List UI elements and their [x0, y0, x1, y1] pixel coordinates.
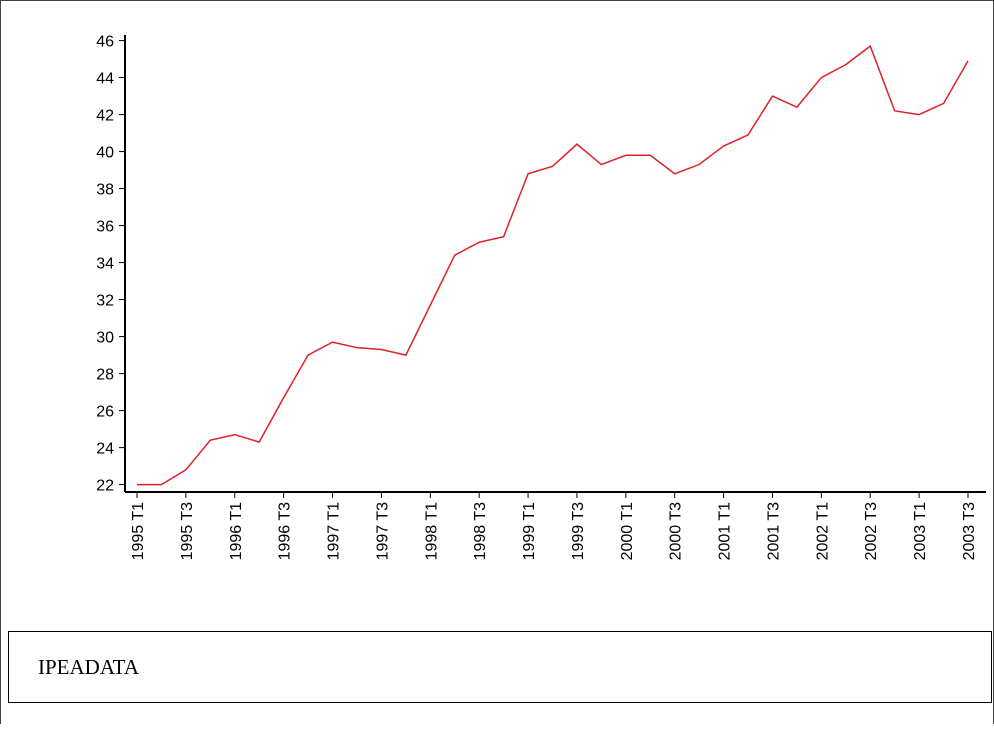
- y-tick-label: 24: [96, 441, 114, 458]
- x-tick-label: 2003 T3: [961, 502, 978, 561]
- x-tick-label: 1999 T3: [570, 502, 587, 561]
- y-tick-label: 22: [96, 478, 114, 495]
- y-tick-label: 44: [96, 71, 114, 88]
- y-tick-label: 28: [96, 367, 114, 384]
- x-tick-label: 2003 T1: [912, 502, 929, 561]
- y-tick-label: 42: [96, 108, 114, 125]
- x-tick-label: 1998 T3: [472, 502, 489, 561]
- y-tick-label: 34: [96, 256, 114, 273]
- x-tick-label: 2000 T1: [619, 502, 636, 561]
- x-tick-label: 1997 T3: [374, 502, 391, 561]
- y-tick-label: 30: [96, 330, 114, 347]
- x-tick-label: 1995 T3: [179, 502, 196, 561]
- x-tick-label: 1995 T1: [130, 502, 147, 561]
- y-tick-label: 26: [96, 404, 114, 421]
- x-tick-label: 1996 T3: [277, 502, 294, 561]
- x-tick-label: 1996 T1: [228, 502, 245, 561]
- y-tick-label: 36: [96, 219, 114, 236]
- data-line: [137, 44, 969, 486]
- y-tick-label: 46: [96, 34, 114, 51]
- y-tick-label: 38: [96, 182, 114, 199]
- y-tick-label: 32: [96, 293, 114, 310]
- source-text: IPEADATA: [38, 655, 140, 679]
- x-tick-label: 2002 T3: [863, 502, 880, 561]
- x-tick-label: 2002 T1: [814, 502, 831, 561]
- x-tick-label: 2000 T3: [668, 502, 685, 561]
- x-tick-label: 1997 T1: [326, 502, 343, 561]
- x-tick-label: 1999 T1: [521, 502, 538, 561]
- y-tick-label: 40: [96, 145, 114, 162]
- source-box: [8, 631, 992, 703]
- x-tick-label: 2001 T3: [765, 502, 782, 561]
- x-tick-label: 2001 T1: [717, 502, 734, 561]
- x-tick-label: 1998 T1: [423, 502, 440, 561]
